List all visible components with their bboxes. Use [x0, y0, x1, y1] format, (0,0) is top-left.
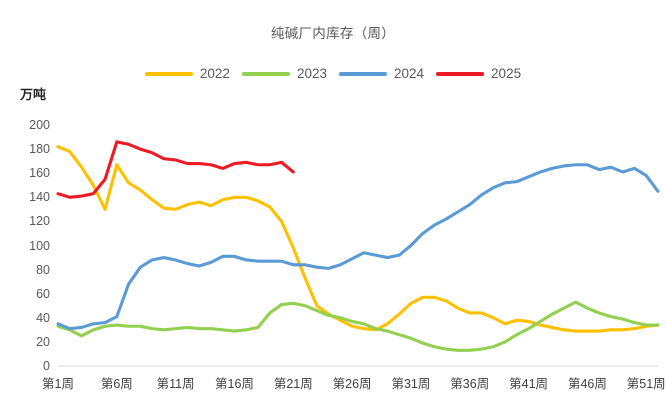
series-line-2023 [56, 300, 660, 352]
legend-item-2022[interactable]: 2022 [144, 66, 230, 81]
legend-label-2022: 2022 [199, 66, 230, 81]
legend-item-2023[interactable]: 2023 [241, 66, 327, 81]
x-tick-11: 第11周 [156, 377, 195, 391]
y-tick-60: 60 [36, 286, 50, 301]
y-tick-160: 160 [29, 166, 50, 181]
x-tick-6: 第6周 [100, 377, 133, 391]
legend-swatch-2024 [339, 71, 387, 76]
y-tick-80: 80 [36, 262, 50, 277]
y-tick-200: 200 [29, 118, 50, 132]
x-tick-21: 第21周 [273, 377, 313, 391]
legend-label-2024: 2024 [394, 66, 425, 81]
x-tick-1: 第1周 [42, 377, 74, 391]
y-tick-20: 20 [36, 334, 50, 349]
series-line-2022 [56, 145, 660, 333]
series-line-2025 [56, 140, 295, 199]
legend-swatch-2025 [436, 71, 485, 76]
series-line-2024 [56, 163, 660, 331]
legend-item-2024[interactable]: 2024 [339, 66, 424, 81]
chart-legend: 2022 2023 2024 2025 [0, 66, 666, 81]
legend-label-2023: 2023 [296, 66, 327, 81]
x-tick-31: 第31周 [391, 377, 431, 391]
y-axis-unit-label: 万吨 [20, 88, 47, 103]
chart-title: 纯碱厂内库存（周） [270, 26, 396, 41]
x-tick-41: 第41周 [509, 377, 549, 391]
legend-item-2025[interactable]: 2025 [436, 66, 521, 81]
y-tick-180: 180 [29, 142, 50, 157]
y-tick-120: 120 [29, 214, 50, 229]
x-tick-51: 第51周 [626, 377, 666, 391]
series-lines [56, 140, 660, 352]
y-tick-40: 40 [36, 310, 50, 325]
x-tick-26: 第26周 [332, 377, 372, 391]
legend-swatch-2022 [144, 71, 193, 76]
y-tick-0: 0 [43, 359, 50, 373]
y-tick-140: 140 [29, 190, 50, 205]
x-tick-46: 第46周 [567, 377, 607, 391]
y-tick-100: 100 [29, 238, 50, 253]
legend-swatch-2023 [241, 71, 290, 76]
x-tick-16: 第16周 [215, 377, 254, 391]
legend-label-2025: 2025 [491, 66, 522, 81]
x-tick-36: 第36周 [450, 377, 490, 391]
